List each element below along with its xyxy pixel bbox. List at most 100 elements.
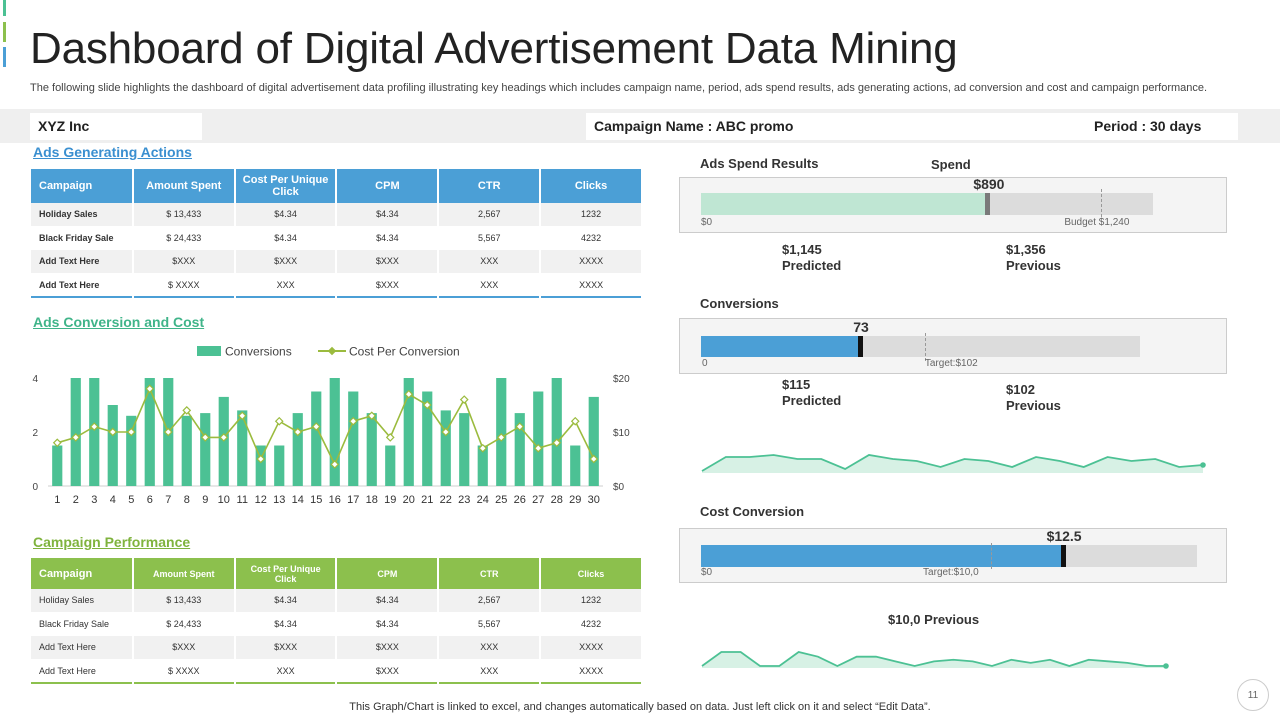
table-cell: $XXX [336, 659, 440, 684]
table-cell: $XXX [336, 273, 440, 298]
column-header: Amount Spent [132, 558, 236, 589]
x-tick-label: 4 [110, 494, 116, 506]
table-row: Holiday Sales $ 13,433 $4.34 $4.34 2,567… [31, 589, 643, 613]
conversions-fill [701, 336, 862, 357]
cost-conversion-sparkline-line [701, 651, 1166, 667]
table-cell: $ 13,433 [132, 203, 236, 227]
column-header: Clicks [540, 558, 643, 589]
conversion-bar [496, 378, 507, 486]
table-cell: $XXX [336, 635, 440, 660]
conversion-bar [311, 391, 322, 486]
x-tick-label: 15 [310, 494, 322, 506]
cost-per-conversion-point [330, 460, 340, 469]
x-tick-label: 8 [184, 494, 190, 506]
cost-per-conversion-point [570, 416, 580, 426]
table-cell: $ 24,433 [132, 226, 236, 250]
cost-per-conversion-point [552, 438, 562, 448]
table-cell: $4.34 [234, 203, 338, 227]
x-tick-label: 13 [273, 494, 285, 506]
table-cell: Add Text Here [31, 635, 134, 660]
cost-per-conversion-point [367, 411, 377, 421]
table-cell: 4232 [540, 226, 643, 250]
conversions-sparkline-end-point [1200, 462, 1206, 468]
conversions-heading: Conversions [700, 296, 779, 311]
conversion-bar [107, 405, 118, 486]
cost-per-conversion-point [219, 433, 229, 442]
page-number: 11 [1237, 679, 1269, 711]
x-tick-label: 11 [237, 494, 248, 506]
spend-zero-label: $0 [701, 217, 713, 228]
table-cell: $XXX [336, 249, 440, 274]
column-header: Clicks [540, 169, 643, 203]
cost-per-conversion-point [89, 422, 99, 431]
conversion-bar [551, 378, 562, 486]
conversion-cost-chart: Conversions Cost Per Conversion 024$0$10… [32, 345, 630, 507]
cost-conversion-heading: Cost Conversion [700, 504, 805, 519]
x-tick-label: 9 [202, 494, 208, 506]
conversion-bar [292, 413, 303, 486]
table-cell: XXXX [540, 249, 643, 274]
conversion-bar [422, 391, 433, 486]
cost-per-conversion-point [589, 454, 599, 464]
conversion-bar [459, 413, 470, 486]
cost-conversion-target-label: Target:$10,0 [923, 567, 979, 578]
conversion-bar [403, 378, 414, 486]
conversions-zero-label: 0 [702, 358, 708, 369]
cost-per-conversion-point [441, 427, 451, 437]
table-row: Add Text Here $XXX $XXX $XXX XXX XXXX [31, 249, 643, 274]
y2-tick-label: $0 [613, 482, 625, 493]
x-tick-label: 27 [532, 494, 544, 506]
spend-previous: $1,356 Previous [1006, 242, 1061, 274]
cost-conversion-value: $12.5 [1046, 528, 1082, 544]
spend-previous-label: Previous [1006, 258, 1061, 273]
table-cell: $4.34 [234, 226, 338, 250]
cost-conversion-sparkline [701, 651, 1169, 669]
table-row: Black Friday Sale $ 24,433 $4.34 $4.34 5… [31, 612, 643, 636]
ads-generating-heading[interactable]: Ads Generating Actions [33, 144, 192, 160]
table-cell: $ XXXX [132, 659, 236, 684]
x-tick-label: 22 [440, 494, 452, 506]
table-cell: 2,567 [438, 589, 542, 613]
ads-conversion-heading[interactable]: Ads Conversion and Cost [33, 314, 205, 330]
conversion-bar [440, 410, 451, 486]
table-row: Holiday Sales $ 13,433 $4.34 $4.34 2,567… [31, 203, 643, 227]
conversions-previous-value: $102 [1006, 382, 1035, 397]
conversions-predicted-value: $115 [782, 377, 811, 392]
cost-per-conversion-point [200, 433, 210, 442]
conversion-bar [385, 445, 396, 486]
conversion-bar [533, 391, 544, 486]
table-cell: $4.34 [336, 589, 440, 613]
x-tick-label: 14 [292, 494, 304, 506]
x-tick-label: 16 [329, 494, 341, 506]
cost-per-conversion-point [256, 454, 266, 464]
x-tick-label: 18 [366, 494, 378, 506]
spend-label: Spend [931, 157, 971, 172]
column-header: CTR [438, 558, 542, 589]
x-tick-label: 17 [347, 494, 359, 506]
conversions-predicted-label: Predicted [782, 393, 842, 408]
x-tick-label: 2 [73, 494, 79, 506]
table-cell: 2,567 [438, 203, 542, 227]
conversion-bar [89, 378, 100, 486]
conversion-bar [237, 410, 248, 486]
campaign-performance-heading[interactable]: Campaign Performance [33, 534, 191, 550]
conversions-sparkline-area [702, 455, 1203, 473]
period: Period : 30 days [1094, 118, 1202, 134]
cost-per-conversion-point [52, 438, 62, 448]
spend-previous-value: $1,356 [1006, 242, 1046, 257]
conversion-bar [126, 415, 137, 486]
footnote: This Graph/Chart is linked to excel, and… [349, 701, 931, 713]
x-tick-label: 20 [403, 494, 415, 506]
cost-conversion-marker [1060, 545, 1066, 567]
chart-legend: Conversions Cost Per Conversion [197, 345, 460, 359]
column-header: Campaign [31, 169, 134, 203]
x-tick-label: 6 [147, 494, 153, 506]
table-cell: $XXX [132, 635, 236, 660]
table-header-row: Campaign Amount Spent Cost Per Unique Cl… [31, 169, 643, 203]
table-cell: Add Text Here [31, 249, 134, 274]
page-subtitle: The following slide highlights the dashb… [30, 82, 1208, 94]
column-header: CPM [336, 169, 440, 203]
cost-per-conversion-point [108, 427, 118, 437]
table-cell: 4232 [540, 612, 643, 636]
conversion-bar [329, 378, 340, 486]
